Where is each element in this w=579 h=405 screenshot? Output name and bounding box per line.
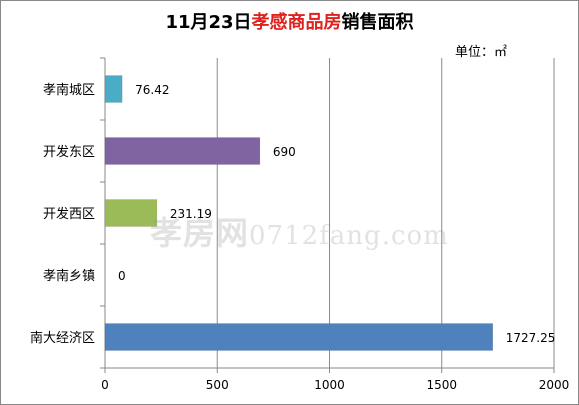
x-tick-label-1500: 1500 [426, 378, 457, 392]
title-accent: 孝感商品房 [251, 12, 342, 33]
category-label-1: 开发东区 [43, 144, 95, 160]
x-tick-label-0: 0 [101, 378, 109, 392]
category-label-4: 南大经济区 [30, 330, 95, 346]
x-tick-label-1000: 1000 [314, 378, 345, 392]
category-label-3: 孝南乡镇 [43, 268, 95, 284]
x-tick-label-2000: 2000 [539, 378, 570, 392]
value-label-2: 231.19 [170, 207, 212, 221]
value-label-4: 1727.25 [506, 331, 556, 345]
unit-label: 单位：㎡ [455, 45, 508, 60]
bar-0 [104, 75, 123, 103]
bar-4 [104, 323, 494, 351]
category-label-2: 开发西区 [43, 206, 95, 222]
chart-title: 11月23日孝感商品房销售面积 [0, 8, 579, 34]
bar-1 [104, 137, 261, 165]
value-label-3: 0 [118, 269, 126, 283]
x-tick-label-500: 500 [206, 378, 229, 392]
title-suffix: 销售面积 [341, 12, 414, 33]
title-date: 11月23日 [165, 12, 252, 33]
bar-2 [104, 199, 158, 227]
value-label-1: 690 [273, 145, 296, 159]
category-label-0: 孝南城区 [43, 82, 95, 98]
value-label-0: 76.42 [135, 83, 169, 97]
